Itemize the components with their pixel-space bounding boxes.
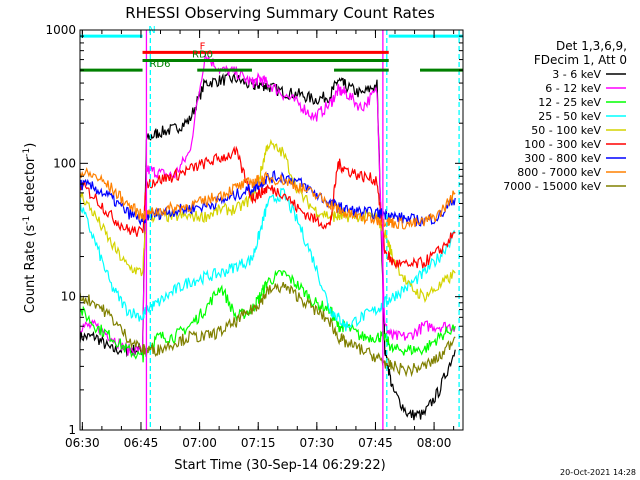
legend-header-1: Det 1,3,6,9, <box>556 39 627 53</box>
series-line-5 <box>80 145 456 270</box>
flag-label-n: N <box>148 25 155 36</box>
legend-header-2: FDecim 1, Att 0 <box>534 53 627 67</box>
plot-area <box>80 30 460 430</box>
y-tick-label: 1000 <box>45 23 76 37</box>
series-line-8 <box>80 281 456 378</box>
flag-label-rd6: RD6 <box>149 59 170 70</box>
series-line-1 <box>80 53 456 357</box>
legend-label-0: 3 - 6 keV <box>552 68 601 81</box>
y-axis-label-close: ) <box>23 143 38 148</box>
series-line-7 <box>80 167 456 230</box>
x-tick-label: 07:15 <box>241 436 276 450</box>
legend-label-3: 25 - 50 keV <box>538 110 601 123</box>
y-axis-label-sup: -1 <box>22 216 32 225</box>
x-tick-label: 08:00 <box>417 436 452 450</box>
legend-label-8: 7000 - 15000 keV <box>503 180 601 193</box>
y-axis-label: Count Rate (s-1 detector-1) <box>22 143 38 314</box>
flag-label-f: F <box>200 41 206 52</box>
x-tick-label: 06:30 <box>65 436 100 450</box>
y-tick-label: 10 <box>61 290 76 304</box>
axes: 1 10 100 1000 06:30 06:45 07:00 07:15 07:30 07:45… <box>45 23 464 450</box>
y-tick-label: 1 <box>68 423 76 437</box>
x-tick-label: 06:45 <box>124 436 159 450</box>
y-axis-label-tail: detector <box>23 156 38 216</box>
legend-label-7: 800 - 7000 keV <box>517 166 601 179</box>
legend-label-1: 6 - 12 keV <box>545 82 601 95</box>
series-line-0 <box>80 72 456 421</box>
x-tick-label: 07:30 <box>300 436 335 450</box>
x-tick-label: 07:45 <box>358 436 393 450</box>
legend-label-2: 12 - 25 keV <box>538 96 601 109</box>
y-axis-label-main: Count Rate (s <box>23 225 38 314</box>
chart-title: RHESSI Observing Summary Count Rates <box>125 4 435 22</box>
y-axis-label-sup-2: -1 <box>22 148 32 157</box>
y-tick-label: 100 <box>53 156 76 170</box>
x-tick-label: 07:00 <box>182 436 217 450</box>
x-axis-label: Start Time (30-Sep-14 06:29:22) <box>174 458 385 473</box>
legend-label-6: 300 - 800 keV <box>524 152 601 165</box>
plot-frame <box>79 29 464 431</box>
legend-label-4: 50 - 100 keV <box>531 124 601 137</box>
footer-date: 20-Oct-2021 14:28 <box>560 468 636 477</box>
legend-label-5: 100 - 300 keV <box>524 138 601 151</box>
flag-label-rd0: RD0 <box>192 50 213 61</box>
